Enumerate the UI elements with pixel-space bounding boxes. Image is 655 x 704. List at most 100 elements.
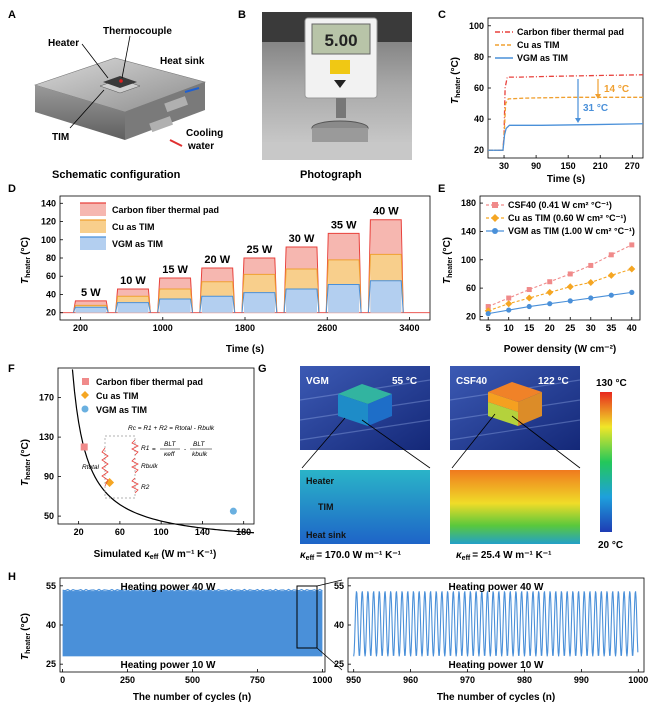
chart-hl-xtick: 500: [185, 675, 200, 685]
chart-d-edge-cu-7: [367, 253, 404, 313]
hr-annotation-40w: Heating power 40 W: [448, 582, 544, 593]
chart-f-xtick: 100: [154, 527, 169, 537]
legend-e-vgm-marker: [492, 228, 498, 234]
chart-hr-xtick: 960: [403, 675, 418, 685]
legend-f-vgm: VGM as TIM: [96, 405, 147, 415]
chart-c-ytick: 100: [469, 21, 484, 31]
chart-c-ylabel: Theater(°C): [450, 57, 462, 104]
meter-badge: [330, 60, 350, 74]
meter-display: [311, 23, 371, 55]
chart-e-xtick: 20: [545, 323, 555, 333]
chart-d-xtick: 3400: [399, 323, 419, 333]
eq-blt-1: BLT: [164, 441, 176, 448]
vgm-label: VGM: [306, 376, 329, 387]
chart-e-ytick: 60: [466, 283, 476, 293]
chart-f-xlabel: Simulated κeff (W m⁻¹ K⁻¹): [94, 549, 217, 561]
chart-d-edge-cu-6: [325, 259, 362, 313]
chart-c-ytick: 40: [474, 114, 484, 124]
chart-e-xtick: 15: [524, 323, 534, 333]
resistor-rtotal: [101, 447, 109, 487]
label-cooling: Cooling: [186, 128, 223, 139]
legend-d-cf-swatch: [80, 203, 106, 216]
chart-hr-xlabel: The number of cycles (n): [437, 692, 555, 703]
pipe-outlet: [164, 96, 188, 113]
chart-hl-ticks: 0 250 500 750 1000 25 40 55: [46, 581, 332, 685]
chart-d-ytick: 80: [46, 253, 56, 263]
chart-e-point: [628, 265, 636, 273]
csf-zoom-view: [450, 470, 580, 544]
chart-d-edge-cf-7: [367, 219, 404, 313]
panel-letter-f: F: [8, 363, 15, 375]
chart-e-point: [566, 283, 574, 291]
chart-hr-xtick: 990: [574, 675, 589, 685]
resistor-r1: [131, 439, 139, 456]
csf-label: CSF40: [456, 376, 488, 387]
panel-letter-d: D: [8, 183, 16, 195]
label-tim: TIM: [52, 132, 69, 143]
chart-d-edge-vgm-0: [72, 306, 109, 313]
legend-f-cf: Carbon fiber thermal pad: [96, 377, 203, 387]
chart-d-bar-vgm-4: [243, 292, 275, 313]
chart-hr-xtick: 1000: [628, 675, 648, 685]
panel-letter-a: A: [8, 9, 16, 21]
panel-b-photograph: 5.00 Photograph: [262, 12, 412, 181]
resistor-rbulk: [131, 457, 139, 474]
chart-f-ytick: 50: [44, 511, 54, 521]
chart-hl-cycle-band: [62, 591, 323, 657]
chart-f-curve: [71, 369, 255, 534]
chart-e-ylabel: Theater(°C): [442, 237, 454, 284]
chart-d-edge-vgm-4: [241, 292, 278, 313]
panel-letter-b: B: [238, 9, 246, 21]
chart-c-ytick: 20: [474, 145, 484, 155]
legend-e-cu: Cu as TIM (0.60 W cm² °C⁻¹): [508, 213, 626, 223]
chart-d-power-label: 35 W: [331, 219, 357, 231]
chart-d-power-label: 5 W: [81, 287, 101, 299]
chart-d-legend: Carbon fiber thermal pad Cu as TIM VGM a…: [80, 202, 219, 250]
chart-e-point: [608, 252, 614, 258]
thermocouple-dot: [119, 79, 123, 83]
chart-e-xtick: 10: [504, 323, 514, 333]
chart-hl-band: [62, 588, 323, 657]
chart-e-xtick: 40: [627, 323, 637, 333]
chart-hr-xtick: 950: [346, 675, 361, 685]
pipe-inlet: [149, 116, 173, 133]
chart-hr-ytick: 55: [334, 581, 344, 591]
vgm-block-top: [338, 384, 392, 404]
chart-d-ticks: 200 1000 1800 2600 3400 20 40 60 80 100 120 140: [41, 198, 419, 333]
panel-letter-h: H: [8, 571, 16, 583]
chart-c-legend: Carbon fiber thermal pad Cu as TIM VGM a…: [495, 27, 624, 63]
chart-d-ytick: 20: [46, 308, 56, 318]
hl-annotation-10w: Heating power 10 W: [120, 660, 216, 671]
vgm-temp: 55 °C: [392, 376, 417, 387]
chart-hl-ytick: 55: [46, 581, 56, 591]
chart-hl-ylabel: Theater(°C): [20, 613, 32, 660]
legend-f-vgm-marker: [81, 405, 89, 413]
chart-d-edge-cu-3: [199, 281, 236, 313]
meter-warning-icon: [334, 80, 346, 88]
chart-e: 5 10 15 20 25 30 35 40 20 60 100 140 180 CSF40 (0.41…: [442, 195, 641, 355]
chart-e-point: [629, 289, 635, 295]
legend-d-vgm-swatch: [80, 237, 106, 250]
chart-hr-xtick: 980: [517, 675, 532, 685]
chart-hl-ytick: 25: [46, 659, 56, 669]
chart-e-frame: [479, 195, 641, 321]
legend-e-csf-marker: [492, 202, 498, 208]
chart-e-ytick: 100: [461, 255, 476, 265]
chart-d-xlabel: Time (s): [226, 344, 264, 355]
label-rbulk: Rbulk: [141, 463, 158, 470]
chart-hr-ytick: 25: [334, 659, 344, 669]
chart-d-edge-cu-5: [283, 268, 320, 313]
chart-c-ytick: 60: [474, 83, 484, 93]
legend-e-csf: CSF40 (0.41 W cm² °C⁻¹): [508, 200, 612, 210]
colorbar-max: 130 °C: [596, 378, 627, 389]
hl-annotation-40w: Heating power 40 W: [120, 582, 216, 593]
chart-hl-xtick: 250: [120, 675, 135, 685]
chart-c-xtick: 30: [499, 161, 509, 171]
circuit-frame: [104, 435, 136, 499]
chart-e-point: [485, 311, 491, 317]
chart-e-point: [485, 304, 491, 310]
legend-d-cf: Carbon fiber thermal pad: [112, 205, 219, 215]
chart-e-ticks: 5 10 15 20 25 30 35 40 20 60 100 140 180: [461, 198, 637, 333]
legend-c-cf: Carbon fiber thermal pad: [517, 27, 624, 37]
